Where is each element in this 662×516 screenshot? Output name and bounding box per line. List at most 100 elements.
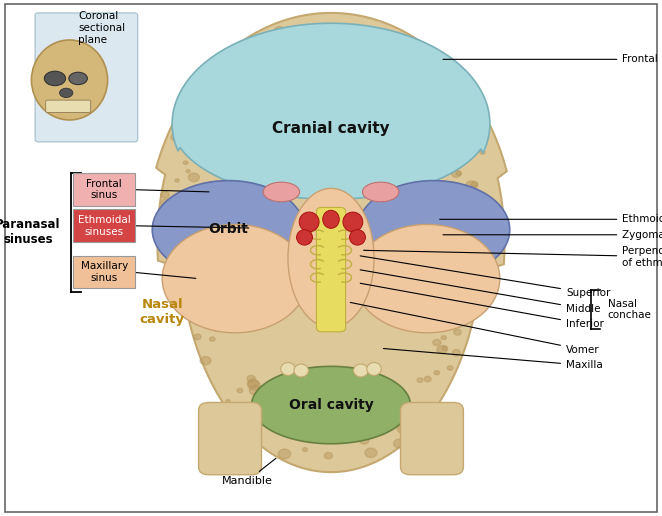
Ellipse shape xyxy=(297,230,312,245)
Ellipse shape xyxy=(299,212,319,232)
Circle shape xyxy=(434,370,440,375)
Polygon shape xyxy=(252,366,410,444)
Ellipse shape xyxy=(288,188,374,328)
Circle shape xyxy=(456,171,461,175)
Circle shape xyxy=(183,161,188,165)
Circle shape xyxy=(357,38,365,44)
Circle shape xyxy=(371,421,383,430)
Circle shape xyxy=(203,322,209,327)
Polygon shape xyxy=(172,23,490,199)
Circle shape xyxy=(446,302,452,308)
Circle shape xyxy=(387,52,396,59)
Circle shape xyxy=(186,170,190,173)
Circle shape xyxy=(275,26,284,34)
Circle shape xyxy=(275,407,285,415)
Circle shape xyxy=(416,411,428,421)
Circle shape xyxy=(264,90,268,94)
Circle shape xyxy=(460,307,472,316)
Circle shape xyxy=(480,150,485,154)
Circle shape xyxy=(248,380,260,390)
Ellipse shape xyxy=(263,182,299,202)
Ellipse shape xyxy=(354,224,500,333)
Circle shape xyxy=(397,424,409,433)
Circle shape xyxy=(439,326,444,330)
Text: Ethmoidal
sinuses: Ethmoidal sinuses xyxy=(78,215,130,236)
Circle shape xyxy=(312,30,320,37)
FancyBboxPatch shape xyxy=(316,207,346,332)
Circle shape xyxy=(359,437,369,444)
Circle shape xyxy=(481,210,491,218)
Circle shape xyxy=(200,357,211,365)
Text: Mandible: Mandible xyxy=(222,458,276,486)
Circle shape xyxy=(228,406,235,411)
Circle shape xyxy=(183,243,191,249)
Circle shape xyxy=(234,407,244,414)
Circle shape xyxy=(461,108,467,112)
Circle shape xyxy=(417,378,423,382)
Circle shape xyxy=(339,436,346,441)
FancyBboxPatch shape xyxy=(73,256,135,288)
Circle shape xyxy=(314,45,320,50)
Circle shape xyxy=(271,51,283,60)
Circle shape xyxy=(194,334,201,340)
Circle shape xyxy=(175,179,179,182)
Ellipse shape xyxy=(60,88,73,98)
Circle shape xyxy=(246,41,259,51)
Circle shape xyxy=(299,34,312,44)
Circle shape xyxy=(247,375,256,382)
Circle shape xyxy=(466,198,476,206)
Circle shape xyxy=(303,448,308,452)
FancyBboxPatch shape xyxy=(73,173,135,206)
FancyBboxPatch shape xyxy=(401,402,463,475)
Circle shape xyxy=(466,181,477,190)
Circle shape xyxy=(251,79,258,84)
Circle shape xyxy=(162,199,171,207)
Circle shape xyxy=(237,389,243,393)
Bar xyxy=(8,10,140,144)
Ellipse shape xyxy=(357,181,510,279)
Circle shape xyxy=(267,406,280,416)
Circle shape xyxy=(433,340,441,346)
Circle shape xyxy=(232,415,244,425)
Text: Zygomatic bone: Zygomatic bone xyxy=(443,230,662,240)
Ellipse shape xyxy=(152,181,305,279)
FancyBboxPatch shape xyxy=(46,100,91,112)
Text: Maxilla: Maxilla xyxy=(383,348,603,370)
Ellipse shape xyxy=(294,364,308,377)
Circle shape xyxy=(442,346,448,350)
Ellipse shape xyxy=(31,40,107,120)
Circle shape xyxy=(250,385,262,395)
Circle shape xyxy=(453,329,461,335)
Circle shape xyxy=(301,63,307,67)
Circle shape xyxy=(472,195,476,198)
Circle shape xyxy=(466,195,479,205)
Circle shape xyxy=(452,349,460,356)
Circle shape xyxy=(403,67,412,73)
Ellipse shape xyxy=(162,224,308,333)
Circle shape xyxy=(471,182,478,187)
Circle shape xyxy=(451,170,461,178)
Circle shape xyxy=(177,118,186,125)
Circle shape xyxy=(437,346,448,353)
Ellipse shape xyxy=(343,212,363,232)
Circle shape xyxy=(189,145,200,154)
Circle shape xyxy=(231,65,239,71)
Ellipse shape xyxy=(44,71,66,86)
Ellipse shape xyxy=(350,230,365,245)
Circle shape xyxy=(226,399,230,403)
Circle shape xyxy=(213,325,222,331)
Circle shape xyxy=(436,77,448,87)
Ellipse shape xyxy=(281,363,295,376)
Circle shape xyxy=(171,134,180,141)
Text: Frontal
sinus: Frontal sinus xyxy=(86,179,122,200)
Circle shape xyxy=(411,49,416,54)
Text: Paranasal
sinuses: Paranasal sinuses xyxy=(0,218,60,246)
Circle shape xyxy=(263,67,270,73)
Circle shape xyxy=(441,336,446,340)
Circle shape xyxy=(454,150,463,157)
Text: Perpendicular plate
of ethmoid bone: Perpendicular plate of ethmoid bone xyxy=(363,246,662,268)
Circle shape xyxy=(247,40,258,49)
FancyBboxPatch shape xyxy=(73,209,135,242)
Circle shape xyxy=(288,50,293,54)
Circle shape xyxy=(281,42,291,50)
